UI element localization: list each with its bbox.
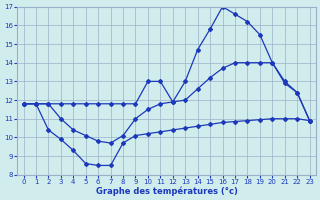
- X-axis label: Graphe des températures (°c): Graphe des températures (°c): [96, 186, 237, 196]
